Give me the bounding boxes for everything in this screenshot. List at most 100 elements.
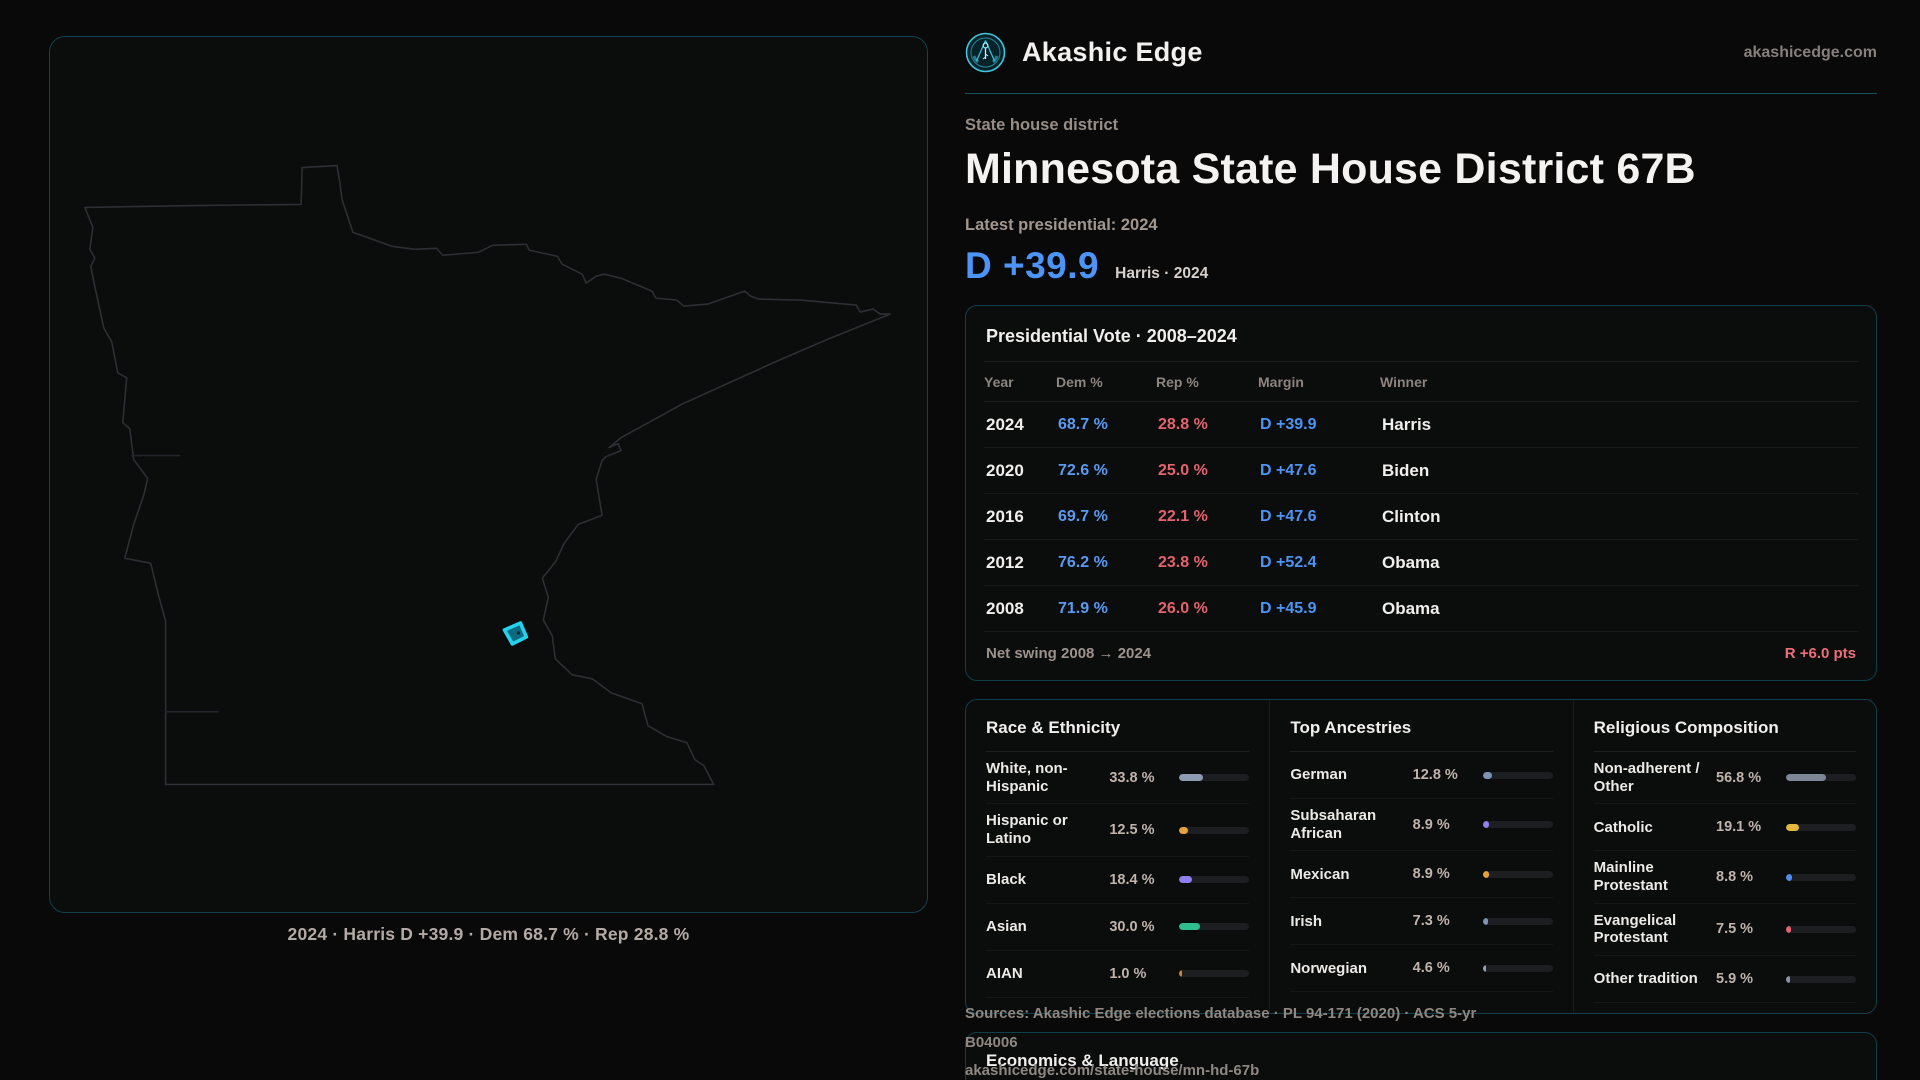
minnesota-outline: [84, 164, 891, 786]
net-swing-row: Net swing 2008 → 2024 R +6.0 pts: [984, 632, 1858, 666]
minnesota-map: [84, 164, 891, 786]
stat-bar-track: [1786, 925, 1856, 933]
latest-presidential-label: Latest presidential: 2024: [965, 216, 1158, 234]
stat-label: Mainline Protestant: [1593, 859, 1668, 895]
table-cell-rep: 28.8 %: [1158, 415, 1208, 433]
stat-row: Evangelical Protestant 7.5 %: [1593, 904, 1856, 957]
table-row: 2016 69.7 % 22.1 % D +47.6 Clinton: [984, 494, 1858, 540]
col-rep: Rep %: [1156, 374, 1199, 390]
stat-label: Evangelical Protestant: [1593, 911, 1677, 947]
stat-row: White, non-Hispanic 33.8 %: [986, 752, 1250, 805]
race-ethnicity-list: White, non-Hispanic 33.8 % Hispanic or Lat…: [986, 752, 1250, 998]
table-cell-winner: Biden: [1382, 460, 1430, 480]
stat-bar-track: [1482, 771, 1553, 779]
stat-value: 19.1 %: [1716, 819, 1762, 836]
stat-bar-track: [1179, 923, 1250, 931]
economics-language-title: Economics & Language: [986, 1051, 1179, 1071]
stat-value: 5.9 %: [1716, 971, 1754, 988]
stat-bar-track: [1786, 975, 1856, 983]
stat-value: 8.9 %: [1412, 816, 1450, 833]
stat-bar-fill: [1179, 923, 1201, 931]
table-cell-year: 2016: [986, 506, 1024, 526]
economics-language-card: Economics & Language Median HH income$72…: [965, 1032, 1877, 1080]
stat-row: Subsaharan African 8.9 %: [1290, 799, 1553, 852]
stat-row: Other tradition 5.9 %: [1593, 956, 1856, 1004]
table-cell-rep: 26.0 %: [1158, 599, 1208, 617]
stat-row: Mainline Protestant 8.8 %: [1593, 851, 1856, 904]
table-cell-winner: Harris: [1382, 414, 1432, 434]
stat-label: Non-adherent / Other: [1593, 760, 1700, 795]
state-map-panel: [49, 36, 928, 913]
col-year: Year: [984, 374, 1014, 390]
stat-row: Non-adherent / Other 56.8 %: [1593, 752, 1856, 805]
stat-label: Asian: [986, 917, 1027, 935]
district-marker[interactable]: [502, 621, 529, 646]
stat-label: White, non-Hispanic: [986, 760, 1068, 795]
table-cell-rep: 25.0 %: [1158, 461, 1208, 479]
top-ancestries-panel: Top Ancestries German 12.8 % Subsaharan Af…: [1269, 700, 1572, 1014]
table-cell-year: 2024: [986, 414, 1024, 434]
table-cell-dem: 68.7 %: [1058, 415, 1108, 433]
margin-detail: Harris · 2024: [1115, 265, 1209, 282]
source-permalink[interactable]: akashicedge.com/state-house/mn-hd-67b: [965, 1062, 1260, 1079]
stat-value: 1.0 %: [1109, 965, 1147, 982]
table-body: 2024 68.7 % 28.8 % D +39.9 Harris 2020 72.6 % 2…: [984, 402, 1858, 632]
table-cell-rep: 22.1 %: [1158, 507, 1208, 525]
stat-label: Irish: [1290, 912, 1323, 930]
religious-composition-list: Non-adherent / Other 56.8 % Catholic 19.1 %…: [1593, 752, 1856, 1004]
stat-bar-fill: [1786, 774, 1826, 782]
col-margin: Margin: [1258, 374, 1304, 390]
stat-label: Other tradition: [1593, 970, 1698, 988]
religious-composition-title: Religious Composition: [1593, 718, 1856, 752]
headline-margin: D +39.9 Harris · 2024: [965, 245, 1877, 287]
stat-bar-fill: [1179, 876, 1193, 884]
stat-bar-track: [1179, 774, 1250, 782]
table-cell-dem: 76.2 %: [1058, 553, 1108, 571]
stat-label: Catholic: [1593, 818, 1653, 836]
presidential-vote-card: Presidential Vote · 2008–2024 Year Dem %…: [965, 305, 1877, 681]
net-swing-value: R +6.0 pts: [1784, 645, 1856, 662]
stat-value: 12.8 %: [1412, 767, 1458, 783]
stat-label: Mexican: [1290, 865, 1350, 883]
district-kicker: State house district: [965, 116, 1119, 134]
stat-value: 30.0 %: [1109, 918, 1155, 935]
stat-bar-track: [1786, 823, 1856, 831]
stat-bar-track: [1482, 964, 1553, 972]
demographics-card: Race & Ethnicity White, non-Hispanic 33.8…: [965, 699, 1877, 1015]
race-ethnicity-title: Race & Ethnicity: [986, 718, 1250, 752]
stat-row: AIAN 1.0 %: [986, 951, 1250, 998]
stat-row: Mexican 8.9 %: [1290, 851, 1553, 899]
col-dem: Dem %: [1056, 374, 1103, 390]
stat-value: 18.4 %: [1109, 871, 1155, 888]
table-cell-margin: D +47.6: [1260, 507, 1317, 525]
stat-bar-track: [1482, 917, 1553, 925]
report-column: Akashic Edge akashicedge.com State house…: [965, 0, 1877, 1080]
stat-label: German: [1290, 766, 1348, 784]
table-cell-dem: 72.6 %: [1058, 461, 1108, 479]
stat-bar-fill: [1786, 925, 1792, 933]
stat-row: Catholic 19.1 %: [1593, 804, 1856, 852]
stat-bar-track: [1482, 870, 1553, 878]
table-row: 2008 71.9 % 26.0 % D +45.9 Obama: [984, 586, 1858, 632]
presidential-vote-title: Presidential Vote · 2008–2024: [984, 326, 1858, 362]
stat-label: Norwegian: [1290, 959, 1368, 977]
stat-bar-track: [1179, 826, 1250, 834]
stat-bar-track: [1786, 873, 1856, 881]
stat-bar-track: [1179, 876, 1250, 884]
stat-value: 8.9 %: [1412, 866, 1450, 883]
stat-value: 7.5 %: [1716, 921, 1754, 938]
table-cell-year: 2012: [986, 552, 1024, 572]
stat-label: AIAN: [986, 964, 1023, 982]
stat-value: 33.8 %: [1109, 769, 1155, 786]
stat-label: Black: [986, 870, 1027, 888]
table-cell-winner: Obama: [1382, 552, 1440, 572]
brand-bar: Akashic Edge akashicedge.com: [965, 0, 1877, 73]
stat-value: 7.3 %: [1412, 913, 1450, 930]
header-divider: [965, 93, 1877, 94]
stat-bar-track: [1179, 970, 1250, 978]
stat-value: 8.8 %: [1716, 869, 1754, 886]
net-swing-label: Net swing 2008 → 2024: [986, 645, 1152, 662]
stat-label: Subsaharan African: [1290, 807, 1377, 842]
stat-bar-fill: [1482, 964, 1486, 972]
brand-domain-link[interactable]: akashicedge.com: [1743, 43, 1877, 61]
